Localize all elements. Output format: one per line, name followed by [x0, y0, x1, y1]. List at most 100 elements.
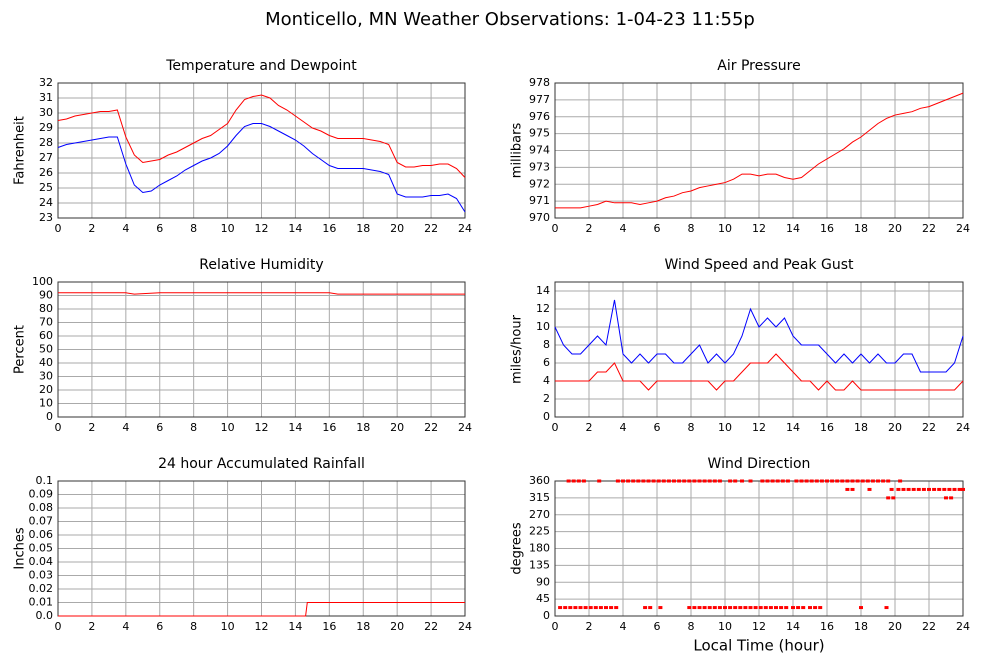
data-point: [697, 479, 702, 483]
x-tick-label: 10: [221, 421, 235, 434]
data-point: [845, 487, 850, 491]
data-point: [636, 479, 641, 483]
x-tick-label: 6: [654, 620, 661, 633]
data-point: [702, 479, 707, 483]
y-tick-label: 27: [39, 151, 53, 164]
data-point: [867, 487, 872, 491]
x-tick-label: 14: [288, 421, 302, 434]
y-tick-label: 0.01: [29, 596, 54, 609]
data-point: [615, 479, 620, 483]
y-tick-label: 976: [529, 110, 550, 123]
data-point: [952, 487, 957, 491]
x-tick-label: 10: [221, 620, 235, 633]
x-tick-label: 6: [156, 222, 163, 235]
data-point: [774, 606, 778, 610]
chart-title: Wind Direction: [708, 456, 811, 472]
y-tick-label: 70: [39, 316, 53, 329]
data-point: [819, 479, 824, 483]
y-tick-label: 0.0: [36, 609, 54, 622]
y-axis-label: Inches: [13, 527, 28, 569]
data-point: [661, 479, 666, 483]
y-tick-label: 2: [543, 392, 550, 405]
y-tick-label: 28: [39, 136, 53, 149]
x-tick-label: 10: [221, 222, 235, 235]
x-tick-label: 16: [322, 421, 336, 434]
data-point: [597, 479, 602, 483]
data-point: [702, 606, 707, 610]
data-point: [891, 496, 896, 500]
data-point: [768, 606, 773, 610]
data-point: [682, 479, 687, 483]
y-tick-label: 0: [46, 410, 53, 423]
data-point: [748, 479, 753, 483]
x-tick-label: 20: [390, 222, 404, 235]
x-tick-label: 2: [586, 620, 593, 633]
y-tick-label: 25: [39, 181, 53, 194]
x-tick-label: 10: [718, 222, 732, 235]
x-tick-label: 6: [156, 421, 163, 434]
y-tick-label: 978: [529, 76, 550, 89]
data-point: [884, 606, 889, 610]
x-tick-label: 0: [552, 620, 559, 633]
y-axis-label: miles/hour: [510, 314, 525, 383]
data-point: [677, 479, 682, 483]
y-tick-label: 12: [536, 302, 550, 315]
data-point: [801, 606, 806, 610]
x-tick-label: 18: [854, 620, 868, 633]
x-tick-label: 6: [654, 421, 661, 434]
data-point: [763, 606, 768, 610]
data-point: [799, 479, 804, 483]
data-point: [687, 606, 692, 610]
data-point: [717, 479, 722, 483]
x-tick-label: 14: [786, 222, 800, 235]
x-tick-label: 20: [888, 421, 902, 434]
y-tick-label: 80: [39, 302, 53, 315]
y-tick-label: 40: [39, 356, 53, 369]
x-tick-label: 22: [424, 222, 438, 235]
x-tick-label: 24: [956, 620, 970, 633]
data-point: [927, 487, 931, 491]
data-point: [740, 479, 744, 483]
x-tick-label: 4: [122, 620, 129, 633]
data-point: [889, 487, 894, 491]
x-tick-label: 18: [356, 421, 370, 434]
x-tick-label: 12: [255, 222, 269, 235]
y-tick-label: 60: [39, 329, 53, 342]
data-line: [555, 353, 964, 391]
x-tick-label: 12: [752, 620, 766, 633]
data-point: [808, 606, 812, 610]
x-tick-label: 8: [190, 620, 197, 633]
data-point: [748, 606, 753, 610]
data-point: [870, 479, 875, 483]
x-tick-label: 14: [786, 620, 800, 633]
x-tick-label: 22: [424, 620, 438, 633]
x-tick-label: 6: [654, 222, 661, 235]
data-point: [568, 606, 573, 610]
x-tick-label: 24: [458, 421, 472, 434]
data-point: [733, 606, 738, 610]
data-point: [937, 487, 942, 491]
x-tick-label: 2: [88, 620, 95, 633]
x-tick-label: 18: [854, 222, 868, 235]
y-tick-label: 32: [39, 76, 53, 89]
data-point: [581, 479, 586, 483]
y-tick-label: 100: [32, 275, 53, 288]
data-point: [921, 487, 926, 491]
data-point: [598, 606, 603, 610]
x-tick-label: 14: [786, 421, 800, 434]
x-tick-label: 0: [55, 421, 62, 434]
x-tick-label: 20: [888, 222, 902, 235]
data-point: [604, 606, 608, 610]
data-point: [957, 487, 962, 491]
chart-title: Wind Speed and Peak Gust: [665, 257, 854, 273]
x-tick-label: 16: [322, 222, 336, 235]
data-point: [780, 479, 785, 483]
y-tick-label: 0.03: [29, 569, 54, 582]
y-tick-label: 315: [529, 491, 550, 504]
data-point: [728, 606, 733, 610]
x-tick-label: 22: [922, 620, 936, 633]
data-point: [707, 479, 712, 483]
data-point: [571, 479, 576, 483]
data-point: [794, 479, 799, 483]
data-point: [779, 606, 784, 610]
